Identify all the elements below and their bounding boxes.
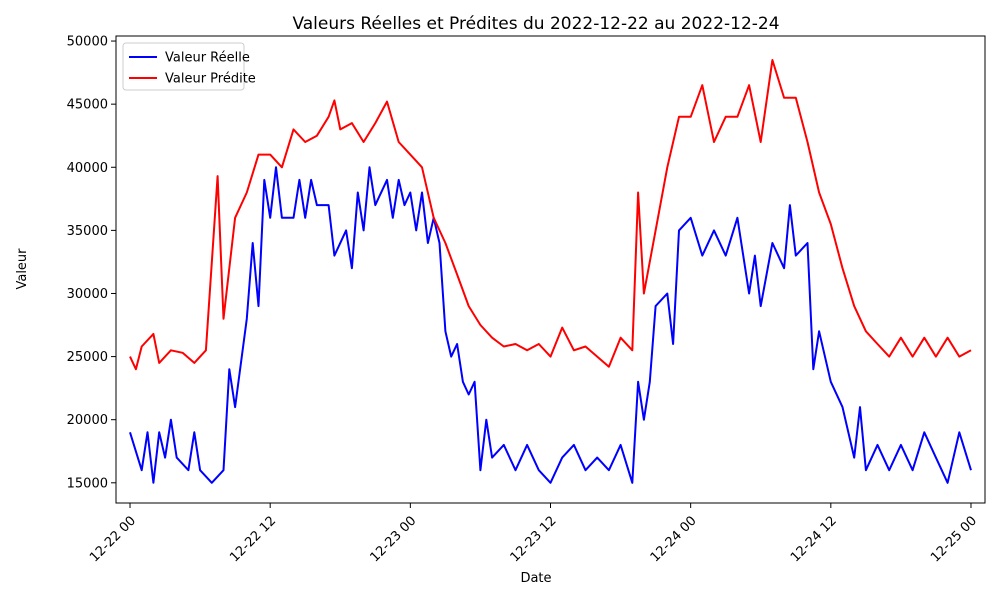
y-tick-label: 45000 — [67, 98, 108, 113]
y-tick-label: 30000 — [67, 287, 108, 302]
x-tick-label: 12-22 00 — [87, 513, 139, 565]
y-tick-label: 15000 — [67, 476, 108, 491]
legend-entry: Valeur Prédite — [165, 72, 256, 87]
x-tick-label: 12-23 12 — [508, 513, 560, 565]
series-line-predite — [129, 59, 972, 371]
legend: Valeur Réelle Valeur Prédite — [122, 42, 256, 91]
y-tick-label: 20000 — [67, 413, 108, 428]
plot-frame — [115, 35, 986, 504]
y-tick-label: 35000 — [67, 224, 108, 239]
x-tick-label: 12-24 00 — [648, 513, 700, 565]
x-tick-label: 12-25 00 — [928, 513, 980, 565]
y-axis-label: Valeur — [15, 248, 30, 290]
y-tick-label: 25000 — [67, 350, 108, 365]
legend-entry: Valeur Réelle — [165, 51, 250, 66]
plot-area — [115, 35, 986, 504]
x-tick-label: 12-24 12 — [788, 513, 840, 565]
x-tick-label: 12-23 00 — [367, 513, 419, 565]
y-tick-label: 40000 — [67, 161, 108, 176]
series-line-reelle — [129, 166, 972, 484]
x-axis: 12-22 00 12-22 12 12-23 00 12-23 12 12-24 00… — [87, 503, 980, 565]
y-tick-label: 50000 — [67, 35, 108, 50]
chart-title: Valeurs Réelles et Prédites du 2022-12-2… — [292, 14, 779, 34]
x-tick-label: 12-22 12 — [227, 513, 279, 565]
y-axis: 15000 20000 25000 30000 35000 40000 45000 50000 — [67, 35, 116, 491]
x-axis-label: Date — [520, 571, 551, 586]
